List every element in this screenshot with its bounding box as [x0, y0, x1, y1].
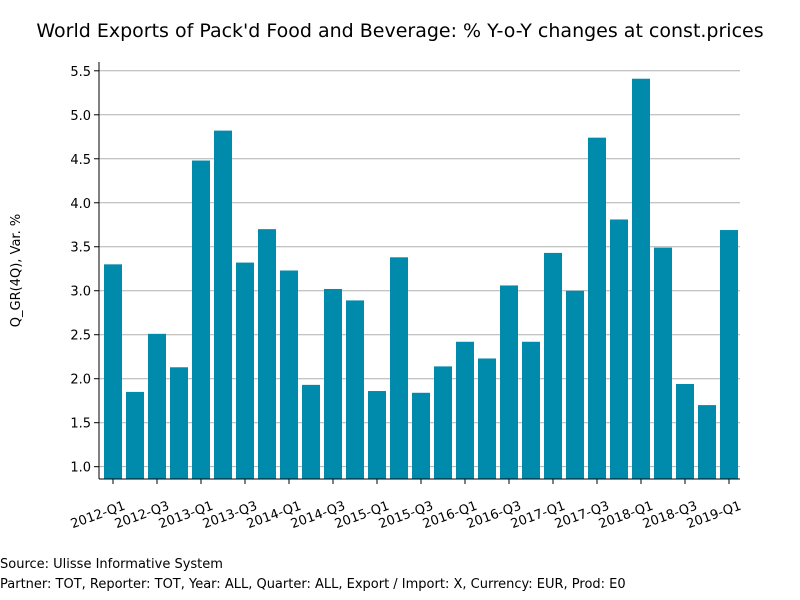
- bar-2016-Q3: [500, 285, 518, 479]
- y-tick-label: 2.0: [70, 373, 91, 388]
- bar-2014-Q4: [346, 300, 364, 479]
- bar-2013-Q4: [258, 229, 276, 479]
- y-tick-label: 1.0: [70, 461, 91, 476]
- bar-2015-Q2: [390, 257, 408, 479]
- bar-2014-Q2: [302, 384, 320, 479]
- bar-2013-Q1: [192, 160, 210, 479]
- filter-note: Partner: TOT, Reporter: TOT, Year: ALL, …: [0, 577, 626, 592]
- bar-2012-Q4: [170, 367, 188, 479]
- bar-2012-Q2: [126, 391, 144, 479]
- bar-2013-Q3: [236, 262, 254, 479]
- bar-2012-Q1: [104, 264, 122, 479]
- y-tick-label: 2.5: [70, 329, 91, 344]
- bar-2015-Q4: [434, 366, 452, 479]
- bar-2013-Q2: [214, 130, 232, 480]
- bar-2012-Q3: [148, 333, 166, 479]
- bar-2015-Q1: [368, 391, 386, 479]
- bar-2019-Q1: [720, 230, 738, 479]
- bar-2018-Q2: [654, 247, 672, 479]
- bar-2017-Q2: [566, 290, 584, 479]
- source-note: Source: Ulisse Informative System: [0, 557, 223, 572]
- bar-2018-Q4: [698, 405, 716, 479]
- bar-2018-Q3: [676, 383, 694, 479]
- y-tick-label: 5.0: [70, 109, 91, 124]
- bar-2016-Q1: [456, 341, 474, 479]
- y-tick-label: 3.0: [70, 285, 91, 300]
- y-tick-label: 3.5: [70, 241, 91, 256]
- y-tick-label: 4.5: [70, 153, 91, 168]
- y-tick-label: 4.0: [70, 197, 91, 212]
- y-tick-label: 1.5: [70, 417, 91, 432]
- bar-2018-Q1: [632, 78, 650, 480]
- bar-2016-Q4: [522, 341, 540, 479]
- chart-title: World Exports of Pack'd Food and Beverag…: [36, 20, 764, 42]
- bar-2015-Q3: [412, 392, 430, 479]
- bar-2017-Q3: [588, 137, 606, 479]
- y-axis-label: Q_GR(4Q), Var. %: [9, 214, 24, 327]
- bar-2017-Q1: [544, 252, 562, 479]
- y-tick-label: 5.5: [70, 65, 91, 80]
- bar-2014-Q1: [280, 270, 298, 479]
- bar-2016-Q2: [478, 358, 496, 479]
- bar-2017-Q4: [610, 219, 628, 480]
- bar-2014-Q3: [324, 288, 342, 479]
